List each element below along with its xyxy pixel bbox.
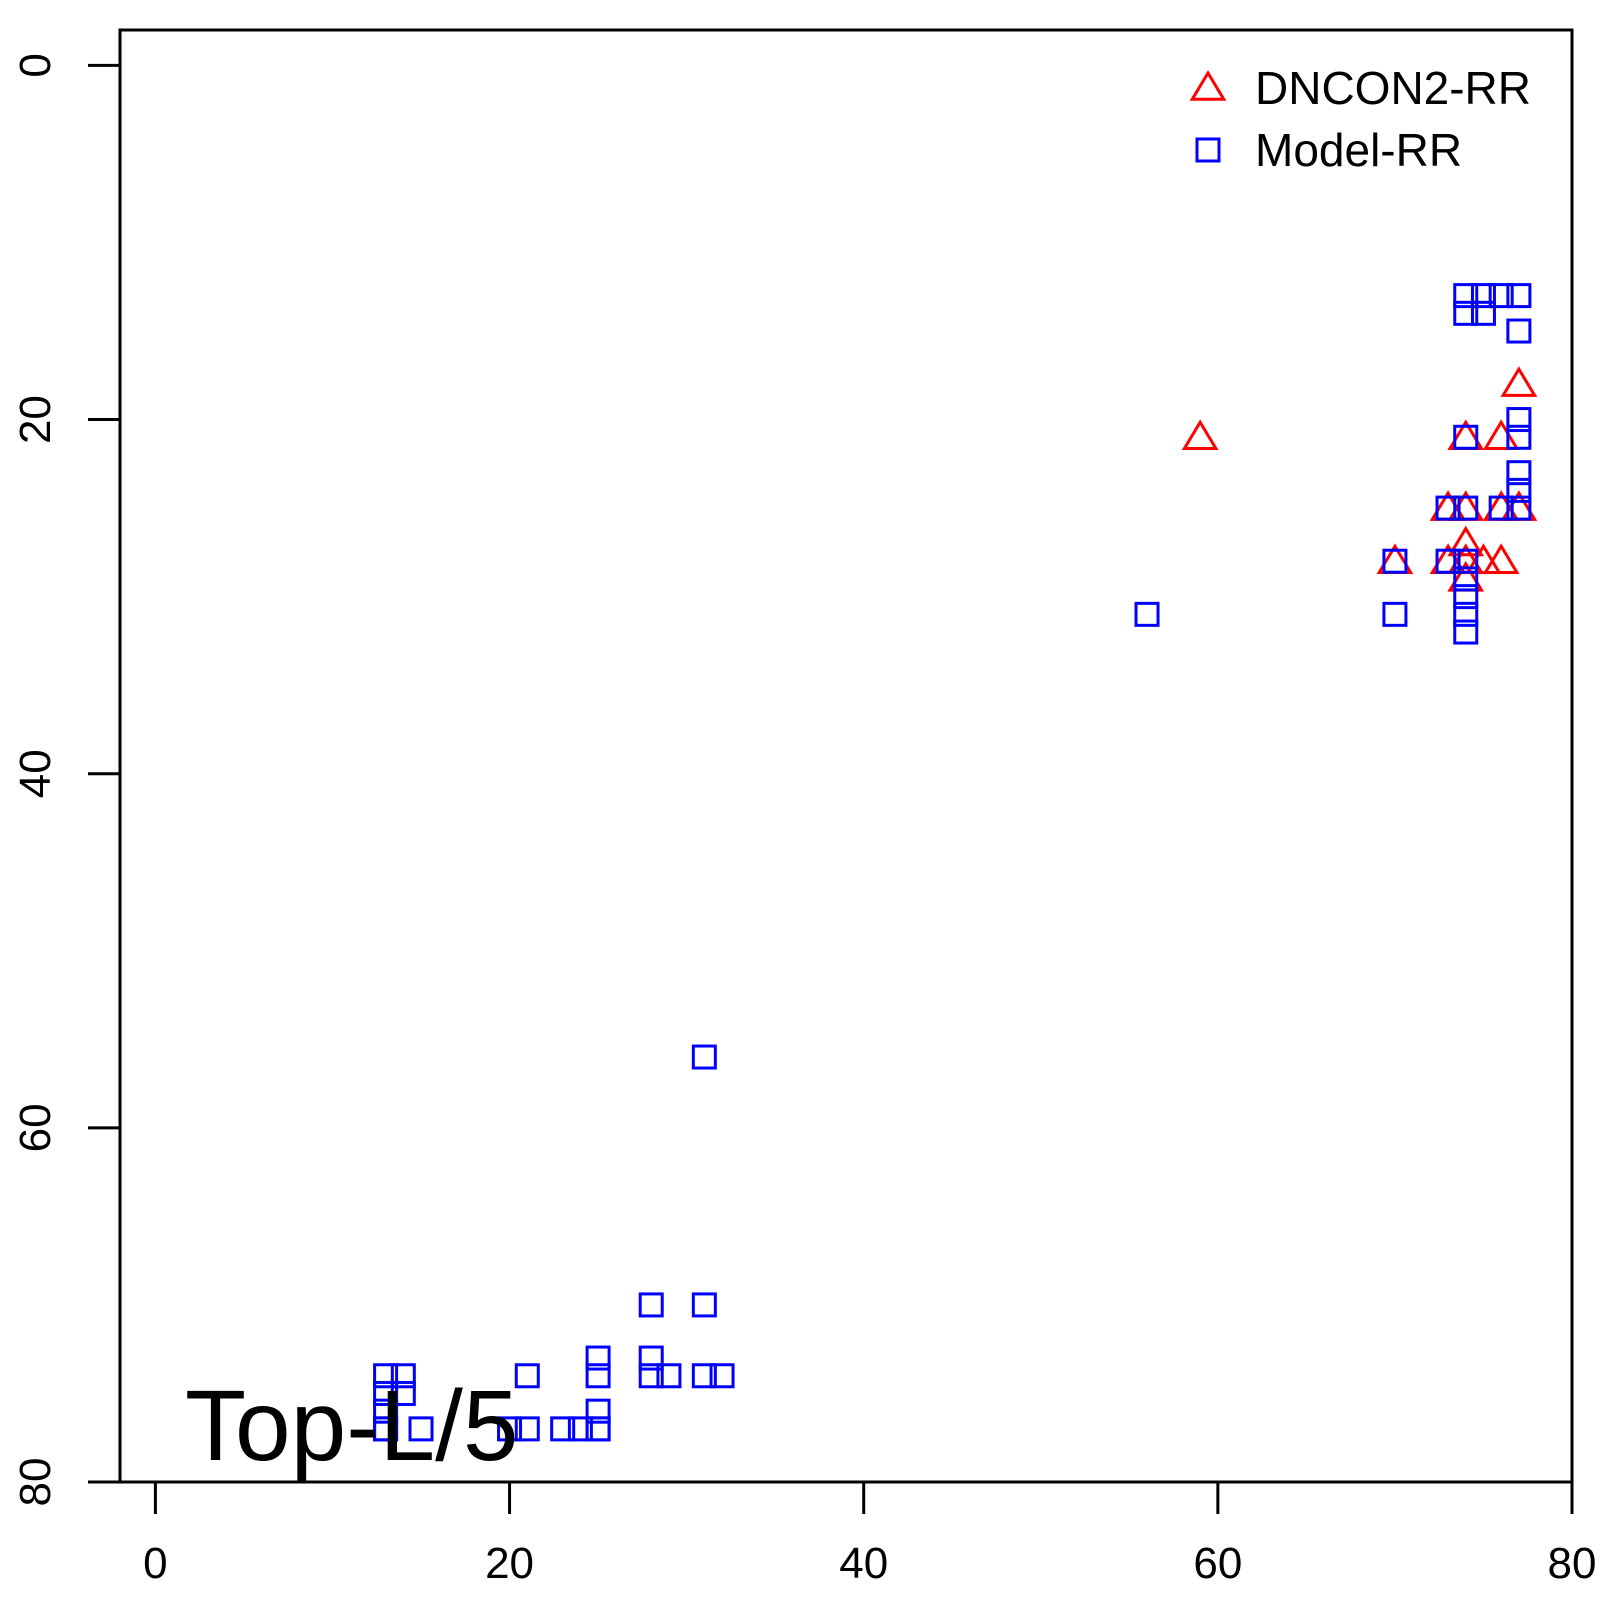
dncon2-rr-point xyxy=(1181,419,1219,451)
y-tick-label: 20 xyxy=(11,395,60,444)
dncon2-rr-point xyxy=(1500,366,1538,397)
legend-marker-model-rr xyxy=(1195,137,1221,163)
legend: DNCON2-RR Model-RR xyxy=(1189,62,1531,176)
model-rr-point xyxy=(373,1416,399,1442)
model-rr-point xyxy=(1470,300,1496,326)
model-rr-point xyxy=(656,1363,682,1389)
model-rr-point xyxy=(1488,283,1514,309)
model-rr-point xyxy=(1506,495,1532,521)
model-rr-point xyxy=(567,1416,593,1442)
model-rr-point xyxy=(1506,460,1532,486)
model-rr-point xyxy=(408,1416,434,1442)
x-tick-label: 0 xyxy=(143,1539,167,1588)
model-rr-point xyxy=(1453,601,1479,627)
data-points xyxy=(373,283,1538,1442)
legend-label-dncon2-rr: DNCON2-RR xyxy=(1255,62,1531,114)
model-rr-point xyxy=(1134,601,1160,627)
model-rr-point xyxy=(638,1345,664,1371)
model-rr-point xyxy=(373,1380,399,1406)
model-rr-point xyxy=(390,1363,416,1389)
dncon2-rr-point xyxy=(1447,525,1485,557)
legend-marker-dncon2-rr xyxy=(1189,70,1227,101)
model-rr-point xyxy=(390,1380,416,1406)
model-rr-point xyxy=(497,1416,523,1442)
y-axis: 0 20 40 60 80 xyxy=(11,53,122,1507)
model-rr-point xyxy=(1506,283,1532,309)
model-rr-point xyxy=(585,1416,611,1442)
model-rr-point xyxy=(1453,619,1479,645)
model-rr-point xyxy=(585,1398,611,1424)
model-rr-point xyxy=(1453,548,1479,574)
model-rr-point xyxy=(1435,495,1461,521)
y-tick-label: 0 xyxy=(11,53,60,77)
annotation-label: Top-L/5 xyxy=(185,1370,519,1482)
model-rr-point xyxy=(1435,548,1461,574)
x-tick-label: 80 xyxy=(1548,1539,1597,1588)
model-rr-point xyxy=(691,1044,717,1070)
model-rr-point xyxy=(1382,548,1408,574)
model-rr-point xyxy=(1382,601,1408,627)
dncon2-rr-point xyxy=(1482,543,1520,574)
plot-frame xyxy=(118,28,1574,1484)
model-rr-point xyxy=(691,1363,717,1389)
model-rr-point xyxy=(691,1292,717,1318)
model-rr-point xyxy=(585,1363,611,1389)
model-rr-point xyxy=(585,1345,611,1371)
model-rr-point xyxy=(550,1416,576,1442)
model-rr-point xyxy=(1506,407,1532,433)
model-rr-point xyxy=(1506,424,1532,450)
model-rr-point xyxy=(638,1292,664,1318)
model-rr-point xyxy=(1506,477,1532,503)
x-axis: 0 20 40 60 80 xyxy=(143,1480,1597,1588)
model-rr-point xyxy=(1488,495,1514,521)
x-tick-label: 20 xyxy=(485,1539,534,1588)
model-rr-point xyxy=(1453,300,1479,326)
model-rr-point xyxy=(709,1363,735,1389)
model-rr-point xyxy=(373,1363,399,1389)
model-rr-point xyxy=(1453,584,1479,610)
x-tick-label: 60 xyxy=(1193,1539,1242,1588)
model-rr-point xyxy=(1453,566,1479,592)
model-rr-point xyxy=(373,1398,399,1424)
model-rr-point xyxy=(1453,495,1479,521)
model-rr-point xyxy=(514,1363,540,1389)
model-rr-point xyxy=(1453,424,1479,450)
model-rr-point xyxy=(1470,283,1496,309)
y-tick-label: 80 xyxy=(11,1458,60,1507)
legend-label-model-rr: Model-RR xyxy=(1255,124,1462,176)
model-rr-point xyxy=(1453,283,1479,309)
model-rr-point xyxy=(1506,318,1532,344)
y-tick-label: 60 xyxy=(11,1103,60,1152)
y-tick-label: 40 xyxy=(11,749,60,798)
model-rr-point xyxy=(638,1363,664,1389)
model-rr-point xyxy=(514,1416,540,1442)
x-tick-label: 40 xyxy=(839,1539,888,1588)
